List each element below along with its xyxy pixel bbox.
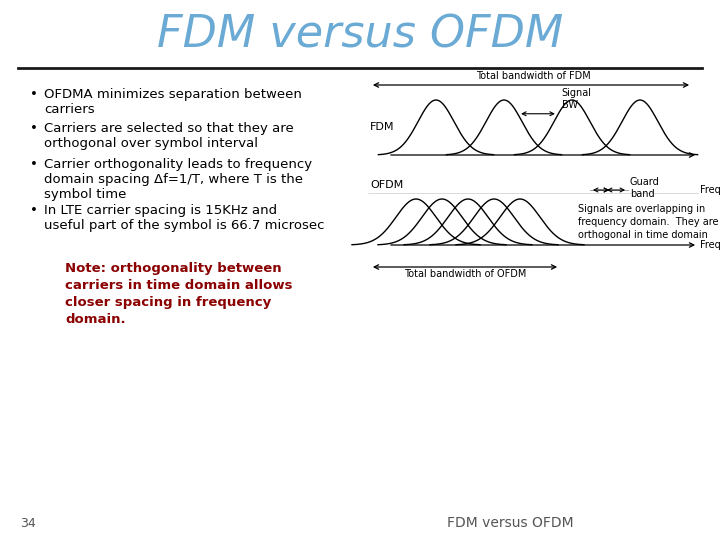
Text: OFDM: OFDM xyxy=(370,180,403,190)
Text: •: • xyxy=(30,204,38,217)
Text: Frequency: Frequency xyxy=(700,185,720,195)
Text: Carriers are selected so that they are
orthogonal over symbol interval: Carriers are selected so that they are o… xyxy=(44,122,294,150)
Text: Guard
band: Guard band xyxy=(630,177,660,199)
Text: 34: 34 xyxy=(20,517,36,530)
Text: Frequency: Frequency xyxy=(700,240,720,250)
Text: Total bandwidth of OFDM: Total bandwidth of OFDM xyxy=(404,269,526,279)
Text: Signals are overlapping in
frequency domain.  They are
orthogonal in time domain: Signals are overlapping in frequency dom… xyxy=(578,204,719,240)
Text: In LTE carrier spacing is 15KHz and
useful part of the symbol is 66.7 microsec: In LTE carrier spacing is 15KHz and usef… xyxy=(44,204,325,232)
Text: •: • xyxy=(30,158,38,171)
Text: FDM versus OFDM: FDM versus OFDM xyxy=(157,14,563,57)
Text: •: • xyxy=(30,122,38,135)
Text: Note: orthogonality between
carriers in time domain allows
closer spacing in fre: Note: orthogonality between carriers in … xyxy=(65,262,292,326)
Text: •: • xyxy=(30,88,38,101)
Text: Signal
BW: Signal BW xyxy=(562,88,592,110)
Text: FDM versus OFDM: FDM versus OFDM xyxy=(446,516,573,530)
Text: Carrier orthogonality leads to frequency
domain spacing Δf=1/T, where T is the
s: Carrier orthogonality leads to frequency… xyxy=(44,158,312,201)
Text: FDM: FDM xyxy=(370,122,395,132)
Text: Total bandwidth of FDM: Total bandwidth of FDM xyxy=(476,71,590,81)
Text: OFDMA minimizes separation between
carriers: OFDMA minimizes separation between carri… xyxy=(44,88,302,116)
